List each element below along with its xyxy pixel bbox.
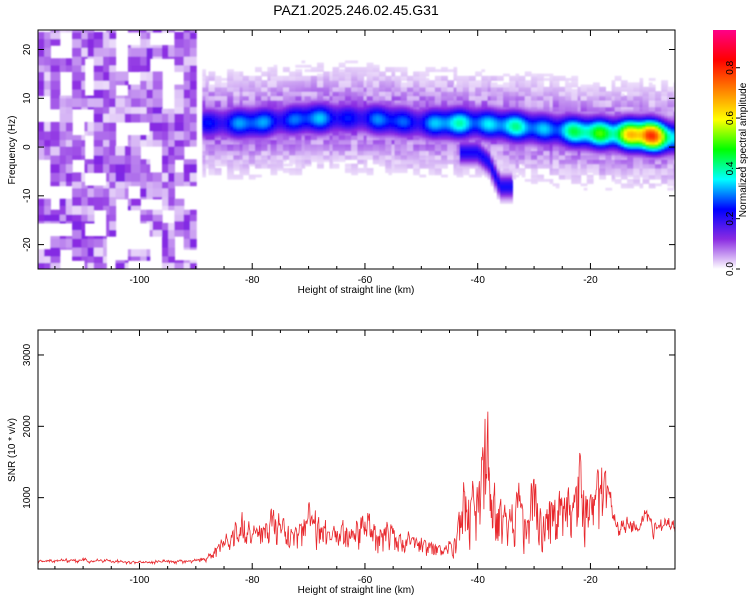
spectrogram-y-tick-label: 20 xyxy=(22,44,33,56)
colorbar-tick-label: 0.8 xyxy=(725,60,736,74)
colorbar-tick-label: 0.4 xyxy=(725,161,736,175)
spectrogram-y-tick-label: 0 xyxy=(22,144,33,150)
colorbar-ticks: 0.0 0.2 0.4 0.6 0.8 xyxy=(725,60,740,276)
snr-y-tick-label: 3000 xyxy=(22,343,33,366)
snr-plot-area xyxy=(38,330,675,569)
snr-x-tick-label: -40 xyxy=(470,575,485,586)
snr-frame xyxy=(37,329,676,570)
snr-y-ticks: 1000 2000 3000 xyxy=(22,343,675,509)
spectrogram-x-tick-label: -20 xyxy=(583,275,598,286)
spectrogram-frame xyxy=(37,29,676,270)
snr-y-tick-label: 2000 xyxy=(22,415,33,438)
snr-x-axis-label: Height of straight line (km) xyxy=(298,585,415,596)
snr-series-line xyxy=(38,411,675,566)
snr-panel: -100 -80 -60 -40 -20 1000 2000 3000 Height of … xyxy=(7,329,676,596)
snr-x-tick-label: -20 xyxy=(583,575,598,586)
snr-x-tick-label: -80 xyxy=(245,575,260,586)
colorbar: 0.0 0.2 0.4 0.6 0.8 Normalized spectral ampl… xyxy=(713,30,749,276)
colorbar-label: Normalized spectral amplitude xyxy=(738,82,749,217)
spectrogram-x-axis-label: Height of straight line (km) xyxy=(298,285,415,296)
spectrogram-heat-layer xyxy=(38,30,675,269)
spectrogram-y-ticks: -20 -10 0 10 20 xyxy=(22,44,675,252)
colorbar-tick-label: 0.6 xyxy=(725,111,736,125)
spectrogram-x-ticks: -100 -80 -60 -40 -20 xyxy=(54,30,676,286)
colorbar-gradient xyxy=(713,30,736,269)
snr-x-tick-label: -60 xyxy=(358,575,373,586)
spectrogram-y-tick-label: -10 xyxy=(22,188,33,203)
spectrogram-y-tick-label: -20 xyxy=(22,237,33,252)
spectrogram-x-tick-label: -100 xyxy=(129,275,149,286)
heat-cells xyxy=(38,30,675,269)
spectrogram-y-tick-label: 10 xyxy=(22,92,33,104)
colorbar-tick-label: 0.0 xyxy=(725,262,736,276)
spectrogram-x-tick-label: -40 xyxy=(470,275,485,286)
snr-y-tick-label: 1000 xyxy=(22,486,33,509)
snr-x-ticks: -100 -80 -60 -40 -20 xyxy=(54,330,676,586)
colorbar-tick-label: 0.2 xyxy=(725,211,736,225)
snr-y-axis-label: SNR (10 * v/v) xyxy=(7,418,18,482)
snr-x-tick-label: -100 xyxy=(129,575,149,586)
spectrogram-y-axis-label: Frequency (Hz) xyxy=(7,116,18,185)
spectrogram-x-tick-label: -60 xyxy=(358,275,373,286)
spectrogram-x-tick-label: -80 xyxy=(245,275,260,286)
figure-title: PAZ1.2025.246.02.45.G31 xyxy=(273,2,439,18)
